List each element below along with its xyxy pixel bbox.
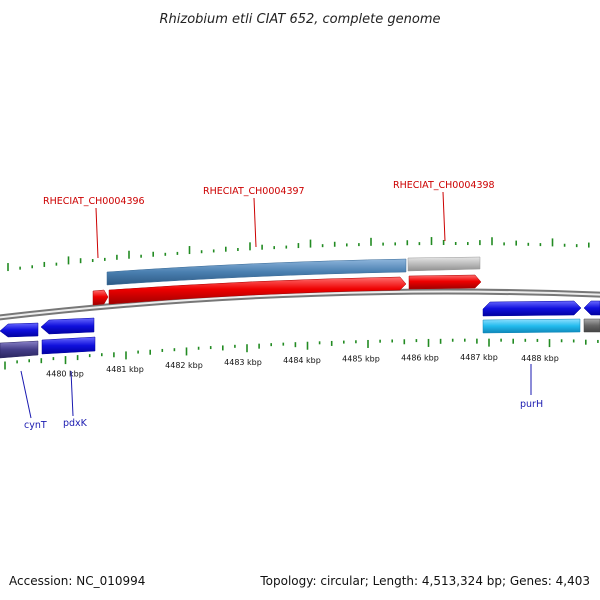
- feature-steelblue-upper[interactable]: [106, 258, 407, 286]
- map-title: Rhizobium etli CIAT 652, complete genome: [160, 12, 441, 27]
- leader-pdxk: [70, 370, 74, 417]
- scale-label: 4484 kbp: [283, 356, 321, 365]
- gene-arrow-right-edge[interactable]: [583, 300, 600, 316]
- leader-rheciat-ch0004397: [253, 197, 257, 248]
- scale-label: 4481 kbp: [106, 365, 144, 374]
- gene-arrow-cynt[interactable]: [0, 322, 39, 338]
- feature-navy-cynt[interactable]: [0, 340, 39, 359]
- scale-label: 4487 kbp: [460, 353, 498, 362]
- scale-label: 4486 kbp: [401, 353, 439, 362]
- leader-rheciat-ch0004398: [442, 191, 446, 242]
- scale-labels: 4480 kbp 4481 kbp 4482 kbp 4483 kbp 4484 kbp…: [46, 353, 559, 378]
- feature-cyan-purh[interactable]: [482, 318, 581, 334]
- upper-tick-row: [7, 237, 590, 272]
- gene-arrow-purh[interactable]: [482, 300, 582, 317]
- scale-label: 4482 kbp: [165, 361, 203, 370]
- chromosome-backbone-highlight: [0, 290, 600, 319]
- label-rheciat-ch0004396: RHECIAT_CH0004396: [43, 196, 145, 207]
- label-rheciat-ch0004398: RHECIAT_CH0004398: [393, 180, 495, 191]
- scale-label: 4485 kbp: [342, 354, 380, 363]
- leader-rheciat-ch0004396: [95, 207, 99, 259]
- feature-grey-upper[interactable]: [407, 256, 481, 272]
- label-cynt: cynT: [24, 420, 47, 431]
- label-rheciat-ch0004397: RHECIAT_CH0004397: [203, 186, 305, 197]
- label-purh: purH: [520, 399, 543, 410]
- label-pdxk: pdxK: [63, 418, 88, 429]
- feature-blue-pdxk[interactable]: [41, 336, 96, 355]
- scale-label: 4483 kbp: [224, 358, 262, 367]
- gene-arrow-pdxk[interactable]: [40, 317, 95, 335]
- lower-tick-row: [4, 338, 599, 370]
- accession-text: Accession: NC_010994: [9, 574, 145, 588]
- leader-cynt: [20, 370, 32, 419]
- feature-dark-right-edge[interactable]: [583, 318, 600, 333]
- scale-label: 4488 kbp: [521, 354, 559, 363]
- gene-arrow-rheciat-ch0004397[interactable]: [108, 276, 407, 305]
- gene-arrow-rheciat-ch0004396[interactable]: [92, 289, 109, 306]
- genome-summary-text: Topology: circular; Length: 4,513,324 bp…: [259, 574, 590, 588]
- scale-label: 4480 kbp: [46, 369, 84, 378]
- gene-arrow-rheciat-ch0004398[interactable]: [408, 274, 482, 290]
